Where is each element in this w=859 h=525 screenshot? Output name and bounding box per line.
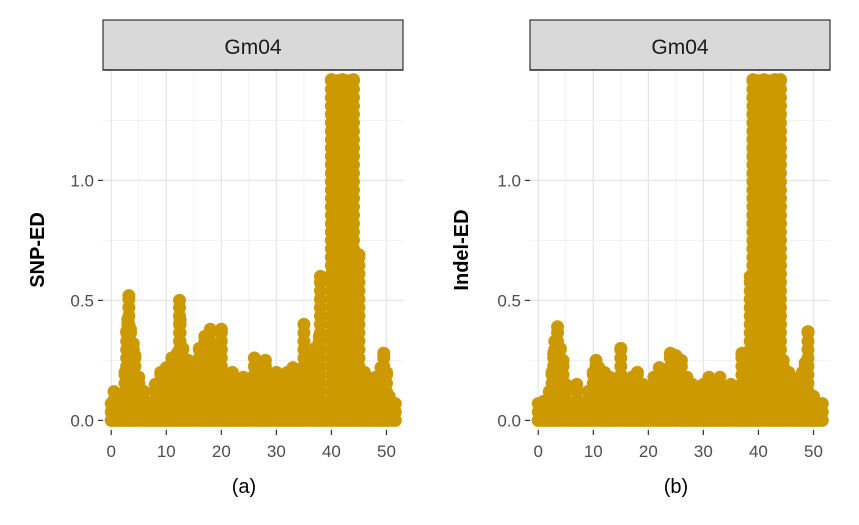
strip-box <box>529 19 831 71</box>
x-tick-label: 30 <box>267 442 286 461</box>
data-point <box>173 313 187 327</box>
y-tick-label: 0.0 <box>70 411 94 430</box>
data-point <box>388 404 402 418</box>
y-axis: 0.0 0.5 1.0 <box>70 171 103 430</box>
x-tick-label: 50 <box>804 442 823 461</box>
data-point <box>801 325 815 339</box>
data-point <box>772 74 786 88</box>
data-point <box>559 377 573 391</box>
data-points <box>104 73 402 427</box>
data-point <box>297 317 311 331</box>
data-point <box>685 377 699 391</box>
data-point <box>556 353 570 367</box>
data-point <box>126 337 140 351</box>
data-point <box>630 365 644 379</box>
data-point <box>812 401 826 415</box>
x-tick-label: 0 <box>107 442 116 461</box>
data-point <box>614 341 628 355</box>
x-tick-label: 20 <box>212 442 231 461</box>
data-point <box>674 353 688 367</box>
data-point <box>214 322 228 336</box>
data-point <box>173 293 187 307</box>
data-point <box>603 370 617 384</box>
y-tick-label: 0.0 <box>497 411 521 430</box>
data-point <box>702 370 716 384</box>
data-point <box>258 353 272 367</box>
panel-label: (a) <box>232 476 256 498</box>
x-tick-label: 10 <box>584 442 603 461</box>
data-point <box>137 385 151 399</box>
x-tick-label: 10 <box>157 442 176 461</box>
y-axis-label: Indel-ED <box>451 209 473 290</box>
data-point <box>124 322 138 336</box>
strip-title: Gm04 <box>224 36 282 59</box>
x-tick-label: 30 <box>694 442 713 461</box>
data-point <box>247 351 261 365</box>
x-tick-label: 40 <box>749 442 768 461</box>
data-point <box>176 341 190 355</box>
data-point <box>570 377 584 391</box>
y-tick-label: 1.0 <box>497 171 521 190</box>
data-point <box>344 74 358 88</box>
data-point <box>377 346 391 360</box>
x-tick-label: 50 <box>377 442 396 461</box>
x-axis: 0 10 20 30 40 50 <box>107 430 396 461</box>
x-tick-label: 40 <box>322 442 341 461</box>
y-axis: 0.0 0.5 1.0 <box>497 171 530 430</box>
y-tick-label: 0.5 <box>497 291 521 310</box>
data-points <box>531 73 829 427</box>
data-point <box>203 322 217 336</box>
strip-title: Gm04 <box>651 36 709 59</box>
y-axis-label: SNP-ED <box>27 212 49 288</box>
data-point <box>132 370 146 384</box>
x-tick-label: 20 <box>639 442 658 461</box>
data-point <box>551 320 565 334</box>
x-axis: 0 10 20 30 40 50 <box>534 430 823 461</box>
data-point <box>357 365 371 379</box>
data-point <box>713 370 727 384</box>
data-point <box>122 289 136 303</box>
data-point <box>553 341 567 355</box>
data-point <box>379 365 393 379</box>
data-point <box>784 370 798 384</box>
data-point <box>225 365 239 379</box>
panel-b: Gm04 0 10 20 30 40 50 0.0 0.5 1.0 Indel-ED (b) <box>451 19 831 498</box>
panel-a: Gm04 0 10 20 30 40 50 0.0 0.5 1.0 SNP-ED (a) <box>27 19 404 498</box>
panel-label: (b) <box>664 476 688 498</box>
y-tick-label: 1.0 <box>70 171 94 190</box>
data-point <box>128 349 142 363</box>
x-tick-label: 0 <box>534 442 543 461</box>
y-tick-label: 0.5 <box>70 291 94 310</box>
data-point <box>313 269 327 283</box>
